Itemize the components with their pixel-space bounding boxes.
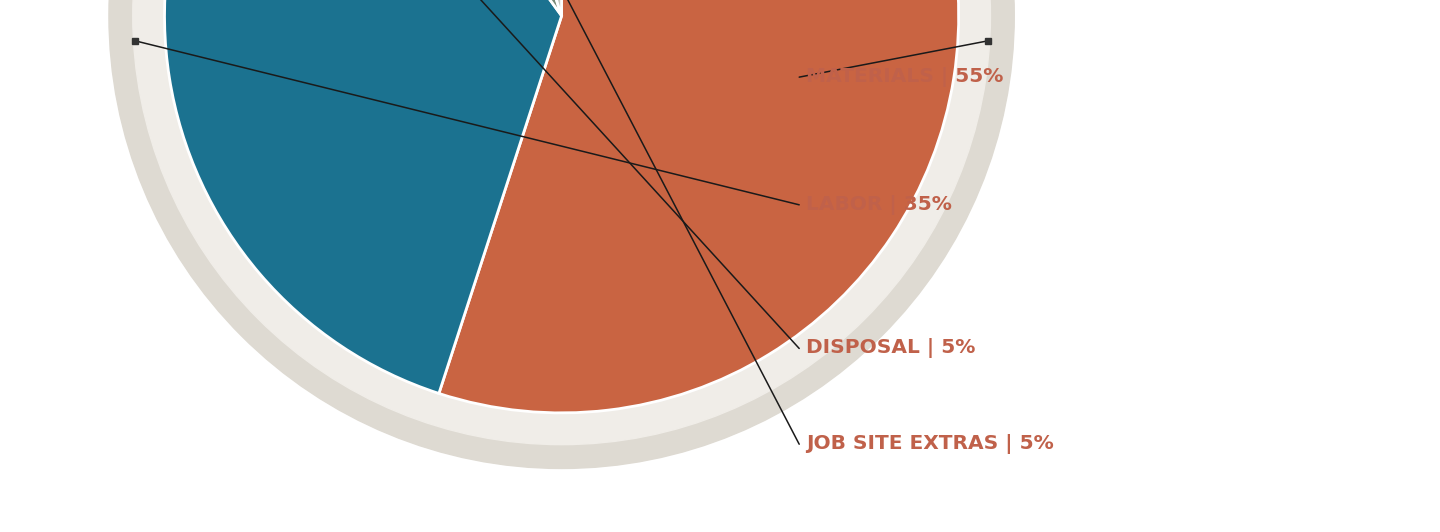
Wedge shape: [328, 0, 562, 16]
Circle shape: [109, 0, 1014, 469]
Circle shape: [132, 0, 991, 445]
Text: MATERIALS | 55%: MATERIALS | 55%: [806, 67, 1004, 87]
Wedge shape: [439, 0, 959, 413]
Text: DISPOSAL | 5%: DISPOSAL | 5%: [806, 338, 976, 359]
Text: JOB SITE EXTRAS | 5%: JOB SITE EXTRAS | 5%: [806, 434, 1054, 454]
Wedge shape: [439, 0, 562, 16]
Wedge shape: [164, 0, 562, 394]
Text: LABOR | 35%: LABOR | 35%: [806, 195, 952, 215]
